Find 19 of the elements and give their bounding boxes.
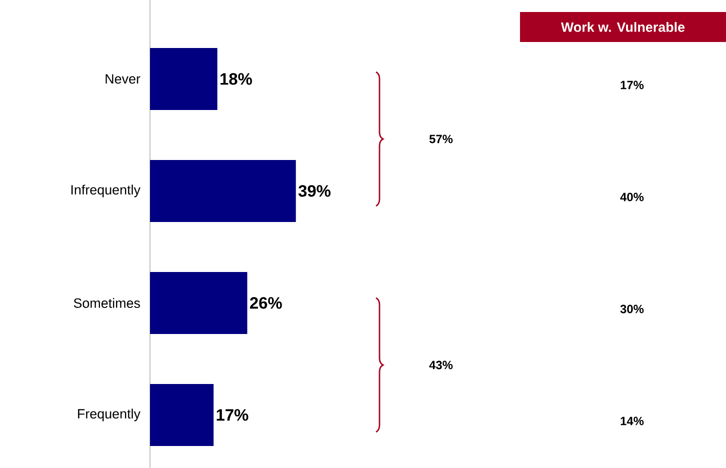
y-tick-label: Frequently [78,408,140,422]
annotation: 30% [620,304,644,314]
data-label: 26% [250,297,282,309]
annotation: 17% [620,80,644,90]
annotation: 57% [429,134,453,144]
annotation: Work w. Vulnerable [560,22,685,32]
y-tick-label: Never [106,74,140,84]
annotation: 40% [620,192,644,202]
annotation: 43% [429,360,453,370]
bar [150,272,248,334]
data-label: 18% [220,73,252,85]
data-label: 17% [216,409,248,421]
annotation: 14% [620,416,644,426]
bar [150,48,218,110]
y-tick-label: Sometimes [74,298,140,308]
bar [150,160,296,222]
data-label: 39% [298,185,331,197]
y-tick-label: Infrequently [71,184,140,198]
bar [150,384,214,446]
